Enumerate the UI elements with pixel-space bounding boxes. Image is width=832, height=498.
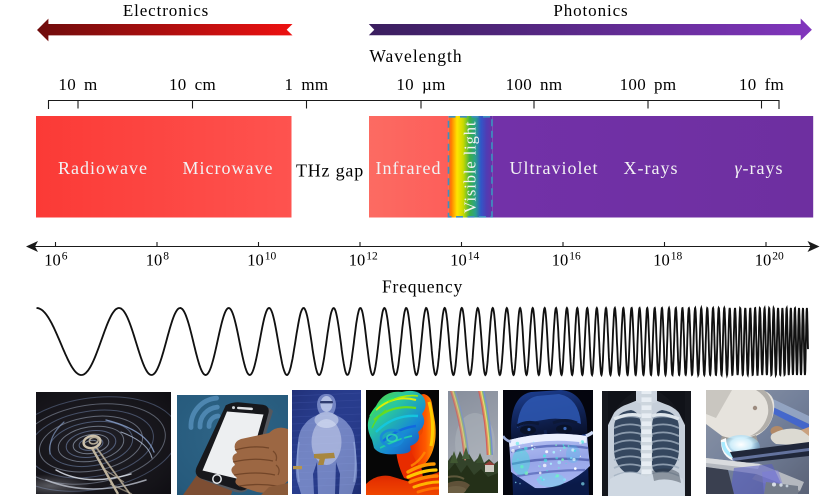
svg-text:Infrared: Infrared xyxy=(376,158,442,178)
svg-text:Frequency: Frequency xyxy=(382,277,463,297)
svg-text:10: 10 xyxy=(146,251,163,270)
svg-text:16: 16 xyxy=(569,251,581,263)
svg-text:10: 10 xyxy=(44,251,61,270)
svg-text:Photonics: Photonics xyxy=(553,1,628,20)
svg-text:10: 10 xyxy=(450,251,467,270)
svg-text:Electronics: Electronics xyxy=(123,1,209,20)
svg-text:20: 20 xyxy=(772,251,784,263)
svg-text:100 pm: 100 pm xyxy=(620,75,677,94)
svg-text:10: 10 xyxy=(552,251,569,270)
svg-text:10: 10 xyxy=(265,251,277,263)
svg-text:6: 6 xyxy=(62,251,68,263)
svg-text:10: 10 xyxy=(349,251,366,270)
svg-text:10 fm: 10 fm xyxy=(739,75,784,94)
svg-text:10 cm: 10 cm xyxy=(169,75,216,94)
svg-text:THz gap: THz gap xyxy=(296,161,364,181)
svg-text:18: 18 xyxy=(671,251,683,263)
svg-text:Microwave: Microwave xyxy=(183,158,274,178)
svg-text:8: 8 xyxy=(163,251,169,263)
svg-text:10: 10 xyxy=(247,251,264,270)
svg-text:12: 12 xyxy=(366,251,378,263)
svg-text:γ-rays: γ-rays xyxy=(734,158,783,178)
svg-text:10 m: 10 m xyxy=(58,75,97,94)
svg-text:10 µm: 10 µm xyxy=(396,75,445,94)
svg-text:100 nm: 100 nm xyxy=(506,75,563,94)
svg-text:X-rays: X-rays xyxy=(624,158,679,178)
svg-text:10: 10 xyxy=(755,251,772,270)
svg-text:14: 14 xyxy=(468,251,480,263)
svg-text:10: 10 xyxy=(653,251,670,270)
svg-text:Ultraviolet: Ultraviolet xyxy=(510,158,599,178)
svg-text:Radiowave: Radiowave xyxy=(58,158,148,178)
svg-text:Visible light: Visible light xyxy=(461,121,480,214)
svg-text:Wavelength: Wavelength xyxy=(369,46,462,66)
svg-text:1 mm: 1 mm xyxy=(285,75,329,94)
